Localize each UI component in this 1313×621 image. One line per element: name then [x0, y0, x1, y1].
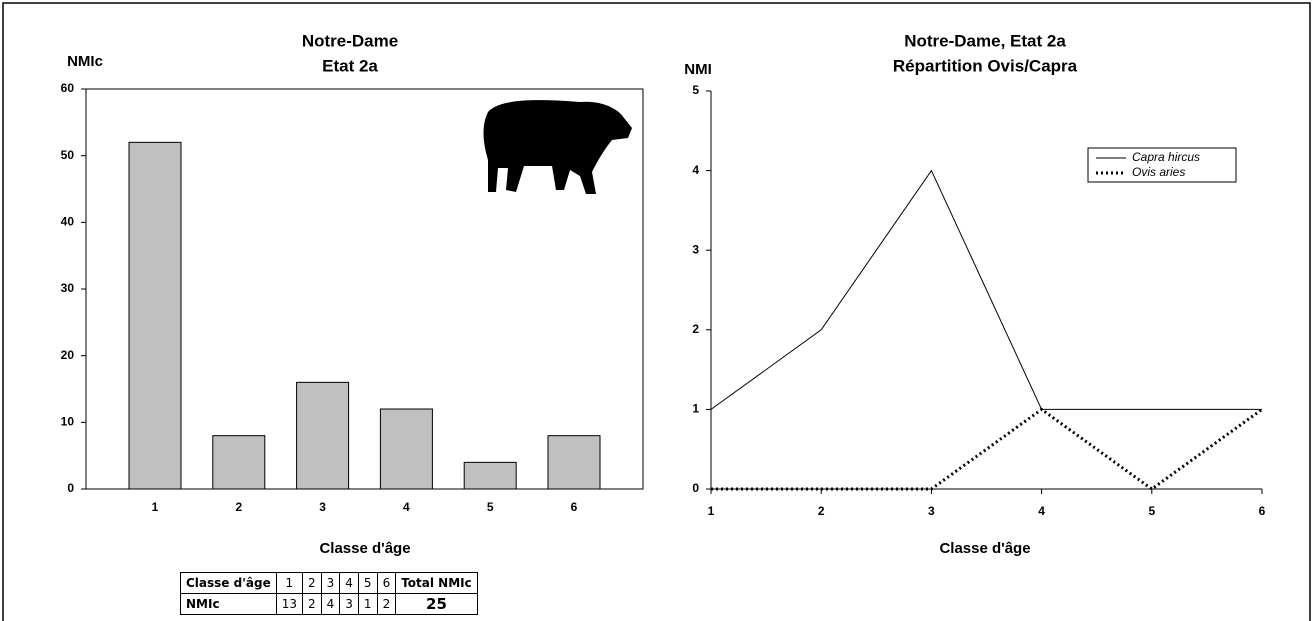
y-tick-label: 3 — [692, 242, 699, 256]
bar — [128, 141, 182, 490]
table-cell: 3 — [339, 593, 359, 615]
x-tick-label: 4 — [1038, 504, 1045, 518]
bar — [379, 408, 433, 490]
y-tick-label: 0 — [67, 481, 74, 495]
table-cell: 2 — [302, 593, 322, 615]
data-table: Classe d'âge 1 2 3 4 5 6 Total NMIc NMIc 13 2 4 3 1 2 2… — [180, 572, 478, 615]
table-cell: 1 — [357, 593, 378, 615]
table-cell: NMIc — [180, 593, 277, 615]
x-tick-label: 2 — [235, 500, 242, 514]
x-tick-label: 6 — [571, 500, 578, 514]
x-tick-label: 5 — [487, 500, 494, 514]
y-tick-label: 40 — [61, 215, 75, 229]
table-cell: Total NMIc — [395, 572, 478, 594]
sheep-icon — [483, 100, 632, 194]
table-cell: 3 — [320, 572, 341, 594]
bar — [463, 461, 517, 490]
y-tick-label: 4 — [692, 163, 699, 177]
table-cell: 2 — [376, 593, 397, 615]
chart-subtitle: Etat 2a — [322, 56, 378, 75]
bar — [212, 435, 266, 490]
x-tick-label: 5 — [1148, 504, 1155, 518]
y-axis-label: NMIc — [67, 53, 103, 70]
x-tick-label: 3 — [319, 500, 326, 514]
table-cell: 6 — [376, 572, 397, 594]
chart-title: Notre-Dame — [302, 31, 398, 50]
legend-label: Ovis aries — [1132, 165, 1185, 179]
y-axis-label: NMI — [684, 61, 712, 78]
table-row: Classe d'âge 1 2 3 4 5 6 Total NMIc — [180, 572, 478, 594]
y-tick-label: 1 — [692, 402, 699, 416]
y-tick-label: 5 — [692, 83, 699, 97]
y-tick-label: 2 — [692, 322, 699, 336]
x-tick-label: 1 — [708, 504, 715, 518]
y-tick-label: 30 — [61, 281, 75, 295]
table-cell: 2 — [302, 572, 322, 594]
x-axis-label: Classe d'âge — [939, 540, 1030, 557]
y-tick-label: 0 — [692, 481, 699, 495]
table-row: NMIc 13 2 4 3 1 2 25 — [180, 593, 478, 615]
bar — [296, 381, 350, 490]
series-line — [710, 169, 1262, 410]
x-tick-label: 2 — [818, 504, 825, 518]
legend-box — [1087, 147, 1237, 183]
table-cell: 4 — [339, 572, 359, 594]
table-cell: 5 — [357, 572, 378, 594]
table-cell: Classe d'âge — [180, 572, 277, 594]
x-axis-label: Classe d'âge — [319, 540, 410, 557]
y-tick-label: 20 — [61, 348, 75, 362]
table-cell: 13 — [275, 593, 304, 615]
table-cell: 4 — [320, 593, 341, 615]
y-tick-label: 60 — [61, 81, 75, 95]
table-cell: 25 — [395, 593, 478, 615]
y-tick-label: 50 — [61, 148, 75, 162]
x-tick-label: 1 — [152, 500, 159, 514]
legend-label: Capra hircus — [1132, 150, 1200, 164]
x-tick-label: 3 — [928, 504, 935, 518]
chart-title: Notre-Dame, Etat 2a — [904, 31, 1066, 50]
bar — [547, 435, 601, 490]
x-tick-label: 4 — [403, 500, 410, 514]
table-cell: 1 — [275, 572, 304, 594]
series-line — [711, 407, 1263, 491]
x-tick-label: 6 — [1259, 504, 1266, 518]
chart-subtitle: Répartition Ovis/Capra — [893, 56, 1078, 75]
y-tick-label: 10 — [61, 415, 75, 429]
